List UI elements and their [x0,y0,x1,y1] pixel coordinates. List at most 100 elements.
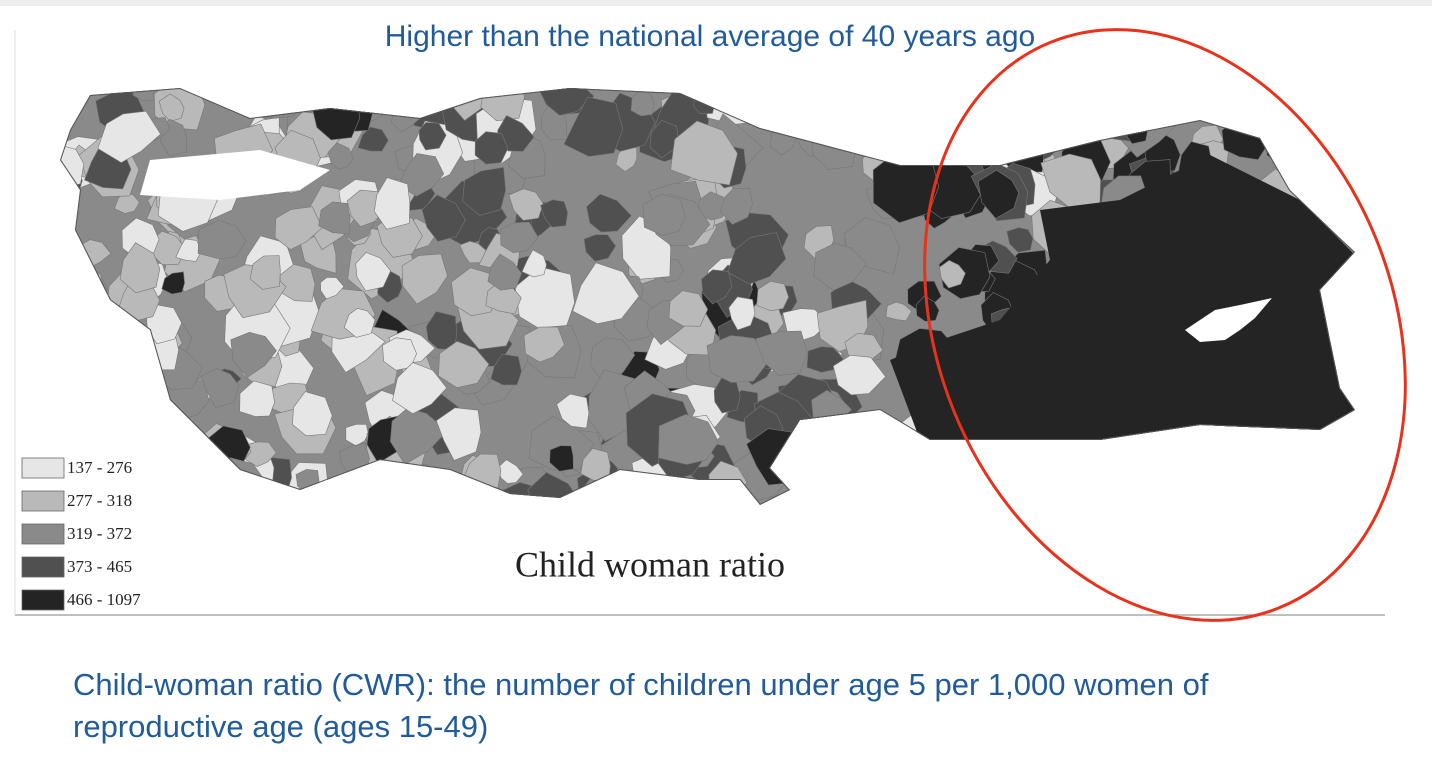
district [390,407,448,465]
legend-swatch [21,490,65,512]
district [401,253,448,305]
district [1260,441,1307,484]
district [1021,476,1060,505]
district [589,337,636,384]
district [392,362,448,415]
district [355,252,392,292]
district [130,466,161,491]
district [969,474,1019,505]
district [462,166,507,216]
east-region [890,150,1355,440]
district [227,88,267,111]
district [583,234,617,262]
district [132,88,155,102]
district [320,276,345,300]
district [146,304,183,345]
legend-label: 466 - 1097 [67,590,141,609]
marmara-sea [140,150,330,200]
district [249,255,281,290]
district [879,88,948,141]
district [318,201,351,235]
district [977,169,1020,219]
district [1099,452,1136,502]
district [97,110,161,163]
district [887,104,916,141]
district [1150,88,1183,117]
district [474,131,509,165]
map-title: Child woman ratio [515,544,785,584]
district [357,126,389,152]
district [720,187,753,225]
district [292,391,333,437]
district [339,88,375,110]
district [665,480,697,505]
district [912,95,959,143]
district [670,120,738,186]
district [728,296,756,331]
legend: 137 - 276 277 - 318 319 - 372 373 - 465 466 … [21,457,141,611]
district [1024,89,1091,145]
district [563,96,624,157]
lake-van [1185,298,1272,342]
district [1086,94,1121,124]
district [345,423,369,447]
district [972,138,998,167]
district [508,188,544,221]
district [706,335,771,383]
district [230,331,277,378]
district [307,88,348,106]
district [487,253,522,291]
legend-label: 137 - 276 [67,458,132,477]
district [556,393,590,429]
district [750,88,790,123]
district [158,93,185,122]
district [405,463,450,505]
district [60,386,101,452]
district [701,269,733,305]
district [830,440,865,477]
district [1335,210,1355,239]
district [893,466,929,499]
district [1085,88,1142,135]
district [252,88,305,119]
district [175,238,202,262]
district [830,447,876,496]
district [1238,456,1288,505]
district [1006,227,1034,253]
district [384,464,427,502]
district [755,330,808,376]
district [1139,444,1171,472]
district [649,120,679,159]
district [197,220,247,260]
district [913,483,953,505]
district [421,194,466,242]
district [435,407,482,461]
district [523,326,565,363]
legend-swatch [21,457,65,479]
district [459,240,488,264]
district [274,206,323,250]
district [704,88,778,125]
district [438,340,490,389]
top-bar [0,0,1432,6]
district [910,447,961,504]
district [535,88,595,116]
district [327,142,354,170]
district [60,280,80,318]
district [427,472,453,499]
district [114,191,140,214]
district [114,316,140,346]
district [1121,102,1149,122]
district [549,445,574,472]
district [200,368,240,409]
district [997,108,1046,173]
district [1118,102,1149,128]
district [881,123,908,148]
district [929,88,976,127]
slide-title: Higher than the national average of 40 y… [385,20,1035,53]
district [540,199,569,228]
district [521,249,547,278]
district [84,414,129,462]
district [1075,88,1127,137]
